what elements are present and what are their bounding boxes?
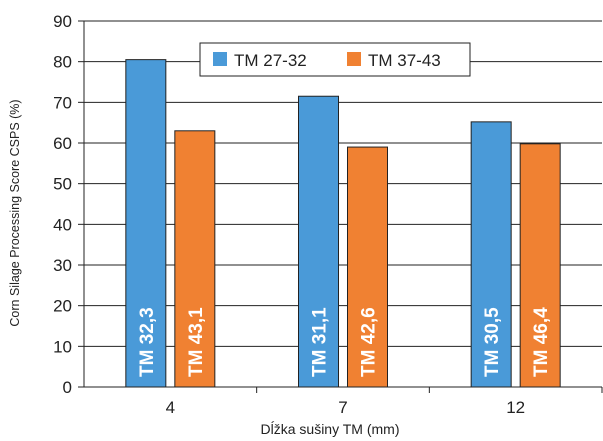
y-tick-label-90: 90 [53,12,72,31]
y-tick-label-20: 20 [53,297,72,316]
y-tick-label-60: 60 [53,134,72,153]
bar-label-0-7: TM 31,1 [310,307,331,377]
bar-label-1-7: TM 42,6 [359,307,380,377]
y-tick-label-0: 0 [63,378,72,397]
bar-0-4 [125,59,167,388]
legend-swatch-tm-27-32 [213,52,227,66]
y-tick-label-70: 70 [53,93,72,112]
y-tick-label-80: 80 [53,53,72,72]
bar-label-1-12: TM 46,4 [531,307,552,377]
y-tick-label-50: 50 [53,175,72,194]
bar-label-0-12: TM 30,5 [482,307,503,377]
legend-label-tm-37-43: TM 37-43 [368,51,441,70]
bar-labels: TM 32,3 TM 43,1 TM 31,1 TM 42,6 TM 30,5 TM 46… [137,307,552,377]
legend-box [199,42,471,77]
bar-1-7 [347,146,388,388]
x-axis-ticks: 4 7 12 [166,387,603,417]
x-tick-label-12: 12 [506,398,525,417]
x-tick-label-4: 4 [166,398,175,417]
x-tick-label-7: 7 [338,398,347,417]
bar-label-0-4: TM 32,3 [137,307,158,377]
y-axis-label: Corn Silage Processing Score CSPS (%) [8,99,22,326]
legend-swatch-tm-37-43 [347,52,361,66]
x-axis-label: Dĺžka sušiny TM (mm) [261,420,400,437]
gridlines [84,20,602,347]
legend: TM 27-32 TM 37-43 [199,42,471,77]
legend-label-tm-27-32: TM 27-32 [234,51,307,70]
bar-0-7 [298,95,339,388]
bar-label-1-4: TM 43,1 [186,307,207,377]
bars [125,59,561,388]
y-tick-label-10: 10 [53,337,72,356]
bar-0-12 [470,121,512,388]
y-tick-label-30: 30 [53,256,72,275]
bar-1-4 [174,130,216,388]
y-axis-ticks: 0 10 20 30 40 50 60 70 80 90 [53,12,84,397]
y-tick-label-40: 40 [53,215,72,234]
